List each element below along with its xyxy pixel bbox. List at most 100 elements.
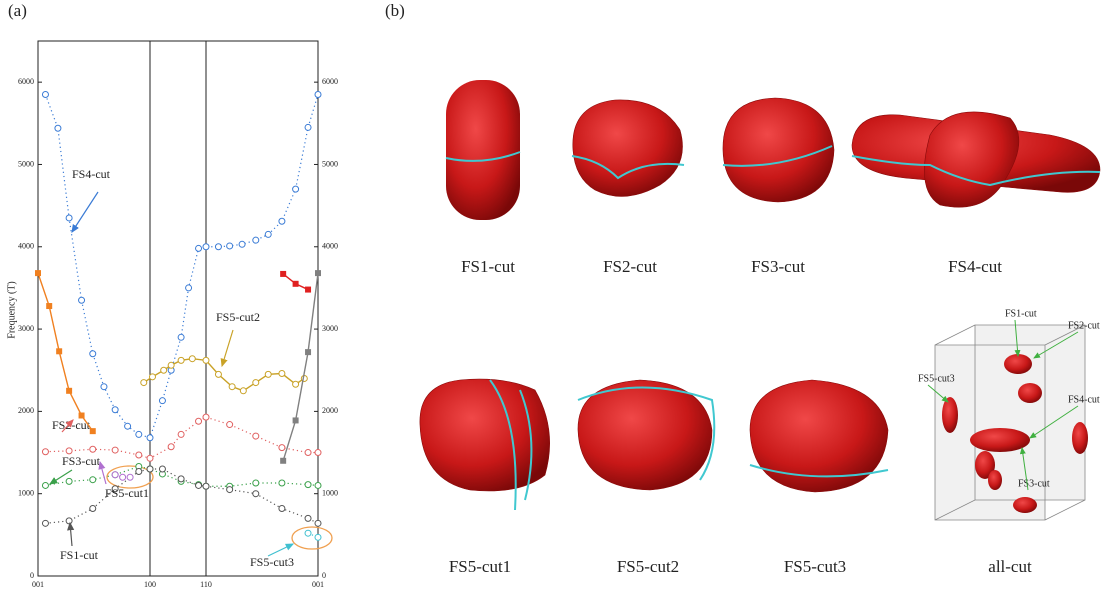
marker [149, 374, 155, 380]
y-tick-label: 3000 [322, 324, 338, 333]
marker [229, 384, 235, 390]
annotation: FS1-cut [60, 548, 99, 562]
marker [305, 515, 311, 521]
surface-label: FS4-cut [948, 257, 1002, 276]
marker [253, 480, 259, 486]
marker [159, 398, 165, 404]
marker [136, 468, 142, 474]
y-tick-label: 6000 [322, 77, 338, 86]
fermi-surface [924, 112, 1019, 207]
series-line [283, 273, 318, 461]
marker [279, 371, 285, 377]
marker [203, 483, 209, 489]
y-tick-label: 5000 [18, 159, 34, 168]
marker [147, 435, 153, 441]
marker [141, 380, 147, 386]
marker [90, 446, 96, 452]
y-tick-label: 4000 [322, 242, 338, 251]
y-tick-label: 5000 [322, 159, 338, 168]
surface-label: FS1-cut [1005, 308, 1037, 319]
marker [240, 388, 246, 394]
fermi-surface [578, 380, 712, 490]
surface-label: FS4-cut [1068, 394, 1100, 405]
y-axis-label: Frequency (T) [6, 281, 17, 338]
marker [42, 449, 48, 455]
marker [168, 444, 174, 450]
marker [90, 506, 96, 512]
y-tick-label: 4000 [18, 242, 34, 251]
series-line [38, 273, 93, 431]
fermi-surface [1018, 383, 1042, 403]
y-tick-label: 1000 [322, 489, 338, 498]
marker [125, 423, 131, 429]
fermi-surface [723, 98, 834, 202]
marker [315, 482, 321, 488]
marker [315, 450, 321, 456]
marker [293, 417, 299, 423]
annotation: FS5-cut2 [216, 310, 260, 324]
marker [279, 218, 285, 224]
marker [196, 245, 202, 251]
marker [196, 482, 202, 488]
marker [293, 281, 299, 287]
marker [280, 458, 286, 464]
marker [55, 125, 61, 131]
surface-label: FS3-cut [751, 257, 805, 276]
marker [56, 348, 62, 354]
marker [120, 474, 126, 480]
surface-label: FS2-cut [603, 257, 657, 276]
figure: (a) (b) Frequency (T) 001000100020002000… [0, 0, 1110, 590]
marker [178, 476, 184, 482]
y-tick-label: 0 [322, 571, 326, 580]
marker [203, 414, 209, 420]
annotation: FS5-cut3 [250, 555, 294, 569]
panel-label: (a) [8, 1, 27, 20]
marker [90, 428, 96, 434]
marker [253, 491, 259, 497]
y-tick-label: 0 [30, 571, 34, 580]
marker [293, 186, 299, 192]
fermi-surface [1072, 422, 1088, 454]
marker [66, 518, 72, 524]
y-tick-label: 6000 [18, 77, 34, 86]
fermi-surface [1004, 354, 1032, 374]
fermi-surface [988, 470, 1002, 490]
marker [186, 285, 192, 291]
surface-label: FS2-cut [1068, 320, 1100, 331]
fermi-surface [942, 397, 958, 433]
annotation-arrow [100, 462, 106, 484]
marker [178, 334, 184, 340]
annotation: FS5-cut1 [105, 486, 149, 500]
surface-label: FS5-cut3 [784, 557, 846, 576]
marker [112, 472, 118, 478]
marker [66, 215, 72, 221]
annotation: FS3-cut [62, 454, 101, 468]
marker [253, 433, 259, 439]
y-tick-label: 3000 [18, 324, 34, 333]
surface-label: FS5-cut3 [918, 373, 955, 384]
marker [136, 452, 142, 458]
marker [265, 231, 271, 237]
marker [178, 431, 184, 437]
marker [305, 124, 311, 130]
fermi-surface [750, 380, 888, 492]
marker [35, 270, 41, 276]
marker [293, 381, 299, 387]
marker [147, 455, 153, 461]
x-tick-label: 001 [32, 580, 44, 589]
x-tick-label: 100 [144, 580, 156, 589]
marker [90, 477, 96, 483]
marker [215, 244, 221, 250]
marker [42, 92, 48, 98]
marker [79, 413, 85, 419]
highlight [292, 527, 332, 549]
marker [159, 466, 165, 472]
x-tick-label: 001 [312, 580, 324, 589]
marker [127, 474, 133, 480]
surface-label: FS5-cut2 [617, 557, 679, 576]
marker [42, 520, 48, 526]
series-line [45, 95, 318, 438]
plot-frame [38, 41, 318, 576]
annotation-arrow [72, 192, 98, 232]
marker [66, 388, 72, 394]
